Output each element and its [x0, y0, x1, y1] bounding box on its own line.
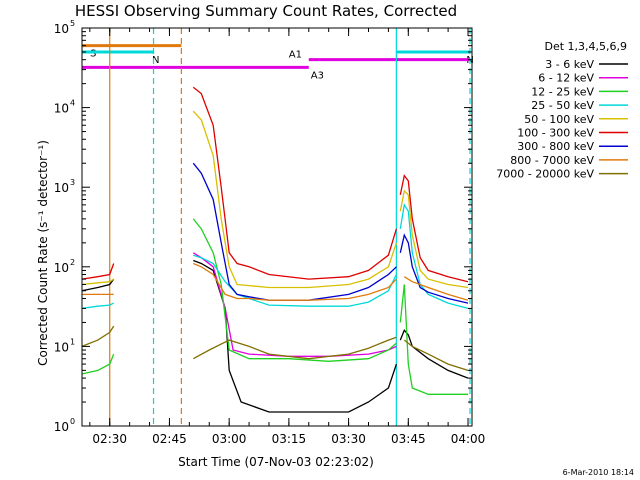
flag-label-s: S [90, 49, 96, 60]
series-line-100-300-kev [81, 86, 469, 283]
flag-label-a1: A1 [289, 50, 302, 61]
series-line-300-800-kev [192, 162, 469, 304]
series-line-7000-20000-kev [81, 325, 469, 372]
legend-label: 25 - 50 keV [531, 99, 594, 112]
legend-label: 100 - 300 keV [517, 127, 594, 140]
legend-label: 800 - 7000 keV [510, 154, 594, 167]
x-axis-label: Start Time (07-Nov-03 02:23:02) [178, 455, 374, 469]
series-line-800-7000-kev [81, 262, 469, 301]
y-tick-exponent: 0 [70, 417, 75, 426]
y-tick-label: 10 [54, 22, 69, 36]
timestamp: 6-Mar-2010 18:14 [563, 468, 634, 477]
x-tick-label: 03:30 [331, 432, 366, 446]
x-tick-label: 03:45 [391, 432, 426, 446]
y-tick-label: 10 [54, 102, 69, 116]
flag-label-n: N [152, 55, 159, 66]
series-line-6-12-kev [192, 252, 397, 357]
y-tick-exponent: 1 [70, 337, 75, 346]
x-tick-label: 02:45 [152, 432, 187, 446]
legend-label: 3 - 6 keV [545, 58, 594, 71]
flag-label-a3: A3 [311, 70, 324, 81]
series-line-3-6-kev [81, 259, 469, 413]
chart-title: HESSI Observing Summary Count Rates, Cor… [75, 2, 457, 20]
legend-label: 50 - 100 keV [524, 113, 594, 126]
plot-area: SNNA1A3 [81, 28, 474, 426]
y-tick-exponent: 4 [70, 99, 75, 108]
legend-label: 6 - 12 keV [538, 72, 594, 85]
x-tick-label: 03:15 [272, 432, 307, 446]
y-tick-exponent: 3 [70, 178, 75, 187]
legend-label: 7000 - 20000 keV [496, 168, 594, 181]
legend-title: Det 1,3,4,5,6,9 [544, 40, 627, 53]
x-tick-label: 04:00 [451, 432, 486, 446]
y-tick-label: 10 [54, 340, 69, 354]
y-tick-label: 10 [54, 261, 69, 275]
legend-label: 300 - 800 keV [517, 140, 594, 153]
series-line-12-25-kev [81, 218, 468, 395]
series-line-25-50-kev [81, 203, 469, 310]
series-line-50-100-kev [81, 110, 469, 289]
x-tick-label: 02:30 [92, 432, 127, 446]
y-tick-exponent: 5 [70, 19, 75, 28]
legend-label: 12 - 25 keV [531, 85, 594, 98]
plot-frame [81, 27, 473, 427]
x-tick-label: 03:00 [212, 432, 247, 446]
y-tick-label: 10 [54, 181, 69, 195]
y-tick-label: 10 [54, 420, 69, 434]
y-tick-exponent: 2 [70, 258, 75, 267]
y-axis-label: Corrected Count Rate (s⁻¹ detector⁻¹) [36, 140, 50, 366]
